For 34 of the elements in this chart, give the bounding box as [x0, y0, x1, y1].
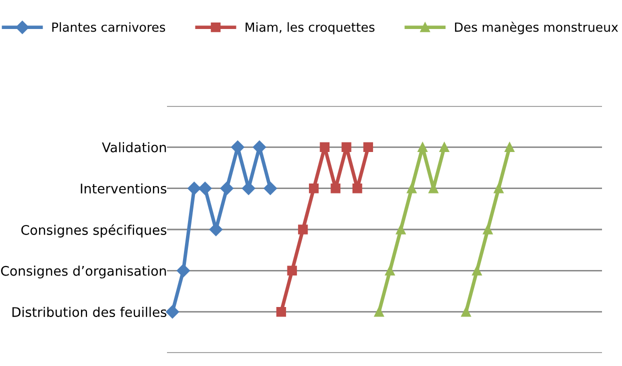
point: [308, 183, 319, 194]
point: [494, 183, 504, 194]
legend-label: Des manèges monstrueux: [455, 22, 618, 34]
point: [385, 266, 395, 276]
point: [461, 306, 471, 317]
point: [220, 182, 234, 195]
point: [188, 182, 201, 195]
point: [374, 306, 384, 317]
point: [176, 264, 190, 278]
point: [198, 182, 212, 195]
point: [276, 306, 286, 317]
point: [396, 224, 406, 234]
point: [352, 183, 362, 194]
category-label: Validation: [102, 142, 166, 152]
category-label: Consignes spécifiques: [21, 224, 166, 238]
point: [166, 305, 180, 318]
point: [342, 142, 352, 152]
category-label: Distribution des feuilles: [12, 306, 166, 318]
point: [472, 266, 482, 276]
legend-label: Plantes carnivores: [52, 22, 166, 32]
legend-label: Miam, les croquettes: [246, 22, 374, 34]
category-label: Interventions: [80, 183, 166, 194]
point: [264, 182, 277, 195]
point: [298, 224, 308, 234]
point: [406, 183, 417, 194]
point: [439, 142, 450, 152]
point: [418, 142, 428, 152]
category-label: Consignes d’organisation: [1, 266, 166, 278]
point: [363, 142, 374, 152]
point: [330, 183, 340, 194]
point: [482, 224, 493, 234]
point: [504, 142, 514, 152]
point: [287, 266, 297, 276]
point: [320, 142, 330, 152]
